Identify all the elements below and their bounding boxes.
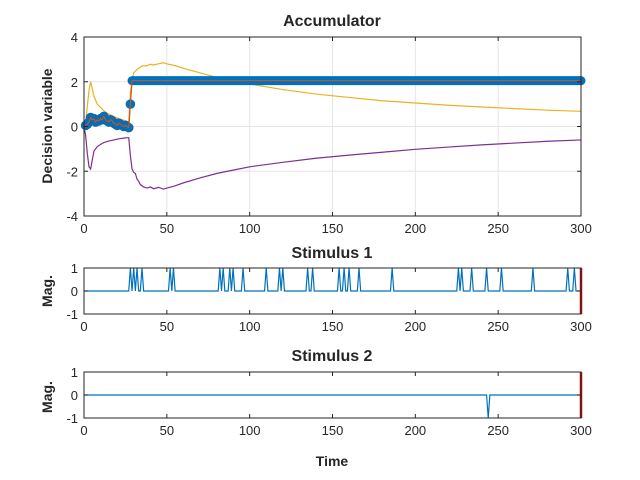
stimulus2-ytick-label: -1 (66, 411, 78, 426)
stimulus1-signal-line (84, 267, 581, 292)
stimulus2-xtick-label: 200 (404, 423, 426, 438)
stimulus1-ytick-label: 1 (71, 261, 78, 276)
stimulus1-xtick-label: 50 (160, 319, 174, 334)
stimulus2-xtick-label: 250 (487, 423, 509, 438)
stimulus1-xtick-label: 250 (487, 319, 509, 334)
accumulator-series-upper-bound (83, 62, 582, 127)
accumulator-axes: Accumulator Decision variable 0 50 100 150 2… (39, 13, 592, 236)
stimulus1-ytick-label: -1 (66, 307, 78, 322)
stimulus1-xtick-label: 300 (570, 319, 592, 334)
stimulus1-xtick-label: 200 (404, 319, 426, 334)
accumulator-ytick-label: -2 (66, 164, 78, 179)
stimulus2-xtick-label: 0 (80, 423, 87, 438)
accumulator-ylabel: Decision variable (39, 68, 55, 183)
accumulator-ytick-label: -4 (66, 209, 78, 224)
stimulus1-axes: Stimulus 1 Mag. 0 50 100 150 200 250 300-101 (39, 245, 592, 334)
stimulus2-xlabel: Time (316, 453, 349, 469)
accumulator-xtick-label: 250 (487, 221, 509, 236)
stimulus2-axes: Stimulus 2 Mag. Time 0 50 100 150 200 250 300 -… (39, 348, 592, 469)
stimulus2-xtick-label: 150 (322, 423, 344, 438)
accumulator-title: Accumulator (283, 13, 381, 30)
stimulus2-title: Stimulus 2 (292, 348, 373, 365)
stimulus1-ytick-label: 0 (71, 284, 78, 299)
stimulus1-title: Stimulus 1 (292, 245, 373, 262)
accumulator-xtick-label: 100 (239, 221, 261, 236)
stimulus1-xtick-label: 150 (322, 319, 344, 334)
accumulator-xtick-label: 300 (570, 221, 592, 236)
accumulator-xtick-label: 50 (160, 221, 174, 236)
accumulator-ytick-label: 2 (71, 75, 78, 90)
accumulator-xtick-label: 0 (80, 221, 87, 236)
stimulus2-ytick-label: 0 (71, 388, 78, 403)
accumulator-series-decision-overlay (83, 80, 581, 129)
accumulator-ytick-label: 4 (71, 30, 78, 45)
stimulus2-xtick-label: 100 (239, 423, 261, 438)
accumulator-xtick-label: 200 (404, 221, 426, 236)
stimulus2-xtick-label: 300 (570, 423, 592, 438)
stimulus2-xtick-label: 50 (160, 423, 174, 438)
accumulator-ytick-label: 0 (71, 120, 78, 135)
accumulator-series-lower-bound (83, 126, 582, 190)
accumulator-xtick-label: 150 (322, 221, 344, 236)
stimulus2-ylabel: Mag. (39, 381, 55, 413)
stimulus1-xtick-label: 100 (239, 319, 261, 334)
stimulus1-xtick-label: 0 (80, 319, 87, 334)
stimulus2-ytick-label: 1 (71, 365, 78, 380)
stimulus1-ylabel: Mag. (39, 275, 55, 307)
